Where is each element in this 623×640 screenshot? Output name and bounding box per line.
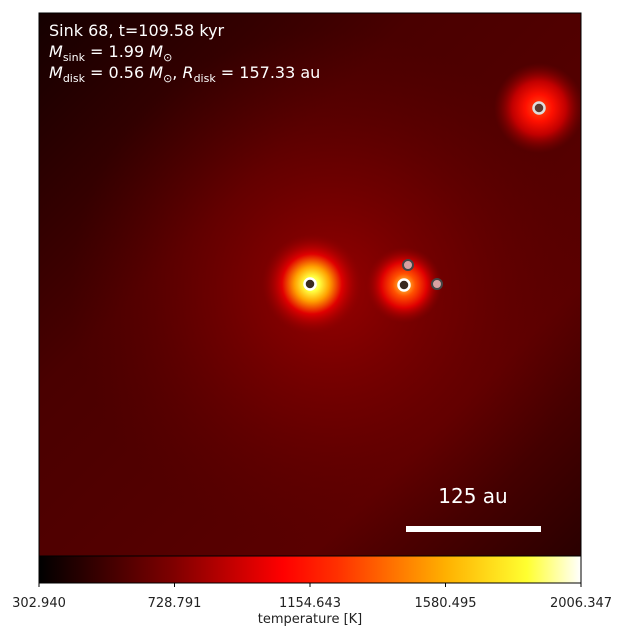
colorbar-tick-label: 1580.495 <box>414 596 476 611</box>
subscript: ⊙ <box>163 51 172 64</box>
colorbar <box>38 555 582 584</box>
temperature-map <box>39 13 581 556</box>
subscript: disk <box>63 72 86 85</box>
colorbar-tick-label: 1154.643 <box>279 596 341 611</box>
colorbar-tick-label: 302.940 <box>12 596 66 611</box>
symbol: R <box>182 63 193 82</box>
colorbar-tick-label: 2006.347 <box>550 596 612 611</box>
value: = 0.56 <box>85 63 149 82</box>
colorbar-label: temperature [K] <box>258 612 363 627</box>
separator: , <box>172 63 182 82</box>
annotation: Mdisk = 0.56 M⊙, Rdisk = 157.33 au <box>49 63 320 85</box>
annotation: Msink = 1.99 M⊙ <box>49 42 172 64</box>
symbol: M <box>49 42 63 61</box>
annotation: Sink 68, t=109.58 kyr <box>49 21 225 40</box>
subscript: disk <box>194 72 217 85</box>
sinks <box>303 101 546 292</box>
symbol: M <box>149 42 163 61</box>
value: = 157.33 au <box>216 63 321 82</box>
subscript: sink <box>63 51 86 64</box>
colorbar-tick-label: 728.791 <box>148 596 202 611</box>
annotation-text: Sink 68, t=109.58 kyr <box>49 21 225 40</box>
value: = 1.99 <box>85 42 149 61</box>
scale-bar-label: 125 au <box>438 484 507 508</box>
subscript: ⊙ <box>163 72 172 85</box>
symbol: M <box>149 63 163 82</box>
symbol: M <box>49 63 63 82</box>
